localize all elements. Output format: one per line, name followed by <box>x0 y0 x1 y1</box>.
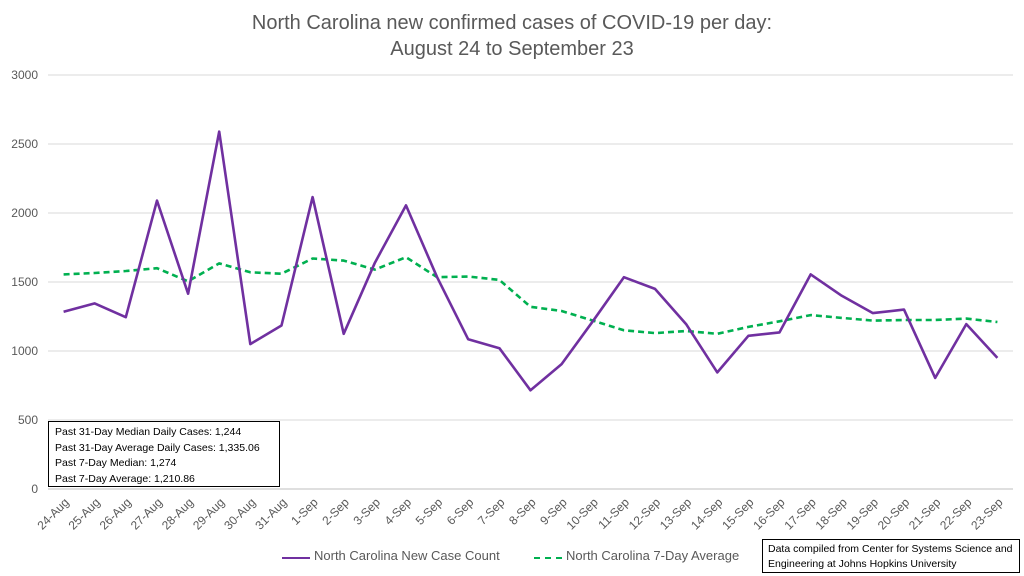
y-tick-label: 500 <box>18 413 38 427</box>
x-tick-label: 19-Sep <box>844 495 881 532</box>
legend-item-7-day-average: North Carolina 7-Day Average <box>534 548 739 563</box>
source-line-1: Data compiled from Center for Systems Sc… <box>768 543 1013 555</box>
y-tick-label: 2000 <box>11 206 38 220</box>
series-lines <box>63 130 999 392</box>
x-tick-label: 20-Sep <box>875 495 912 532</box>
series-line-7-day-average <box>63 255 998 336</box>
x-tick-label: 27-Aug <box>128 495 165 532</box>
chart-title: North Carolina new confirmed cases of CO… <box>0 10 1024 62</box>
x-tick-label: 3-Sep <box>350 495 383 528</box>
x-tick-label: 26-Aug <box>97 495 134 532</box>
legend-label-new-case-count: North Carolina New Case Count <box>314 548 500 563</box>
data-source-box: Data compiled from Center for Systems Sc… <box>762 539 1020 573</box>
x-tick-label: 10-Sep <box>564 495 601 532</box>
x-tick-label: 22-Sep <box>937 495 974 532</box>
stat-7-day-median: Past 7-Day Median: 1,274 <box>55 457 177 469</box>
x-tick-label: 29-Aug <box>190 495 227 532</box>
summary-stats-box: Past 31-Day Median Daily Cases: 1,244 Pa… <box>48 421 280 487</box>
x-tick-label: 5-Sep <box>413 495 446 528</box>
gridlines <box>48 74 1013 490</box>
x-tick-label: 12-Sep <box>626 495 663 532</box>
y-tick-label: 2500 <box>11 137 38 151</box>
x-tick-label: 21-Sep <box>906 495 943 532</box>
x-tick-label: 31-Aug <box>252 495 289 532</box>
chart-title-line-2: August 24 to September 23 <box>390 38 634 60</box>
legend-swatch-solid-line <box>282 557 310 559</box>
x-tick-label: 16-Sep <box>750 495 787 532</box>
legend-item-new-case-count: North Carolina New Case Count <box>282 548 500 563</box>
stat-31-day-average: Past 31-Day Average Daily Cases: 1,335.0… <box>55 441 260 454</box>
x-tick-label: 4-Sep <box>382 495 415 528</box>
y-tick-label: 3000 <box>11 68 38 82</box>
x-tick-label: 11-Sep <box>595 495 632 532</box>
x-tick-label: 2-Sep <box>319 495 352 528</box>
x-tick-label: 17-Sep <box>782 495 819 532</box>
source-line-2: Engineering at Johns Hopkins University <box>768 558 957 570</box>
stat-31-day-median: Past 31-Day Median Daily Cases: 1,244 <box>55 426 242 438</box>
x-tick-label: 13-Sep <box>657 495 694 532</box>
x-tick-label: 24-Aug <box>34 495 71 532</box>
x-tick-label: 14-Sep <box>688 495 725 532</box>
x-tick-label: 7-Sep <box>475 495 508 528</box>
y-axis-ticks: 0 500 1000 1500 2000 2500 3000 <box>11 68 38 496</box>
x-tick-label: 25-Aug <box>66 495 103 532</box>
x-tick-label: 6-Sep <box>444 495 477 528</box>
series-line-new-case-count <box>63 130 999 392</box>
x-tick-label: 8-Sep <box>506 495 539 528</box>
x-tick-label: 30-Aug <box>221 495 258 532</box>
legend-label-7-day-average: North Carolina 7-Day Average <box>566 548 740 563</box>
x-tick-label: 15-Sep <box>719 495 756 532</box>
x-tick-label: 18-Sep <box>813 495 850 532</box>
y-tick-label: 1000 <box>11 344 38 358</box>
x-tick-label: 1-Sep <box>288 495 321 528</box>
x-axis-ticks: 24-Aug25-Aug26-Aug27-Aug28-Aug29-Aug30-A… <box>34 495 1005 532</box>
y-tick-label: 1500 <box>11 275 38 289</box>
chart-title-line-1: North Carolina new confirmed cases of CO… <box>251 12 773 34</box>
stat-7-day-average: Past 7-Day Average: 1,210.86 <box>55 472 195 485</box>
x-tick-label: 28-Aug <box>159 495 196 532</box>
y-tick-label: 0 <box>31 482 38 496</box>
legend-swatch-dashed-line <box>534 557 562 559</box>
x-tick-label: 23-Sep <box>968 495 1005 532</box>
